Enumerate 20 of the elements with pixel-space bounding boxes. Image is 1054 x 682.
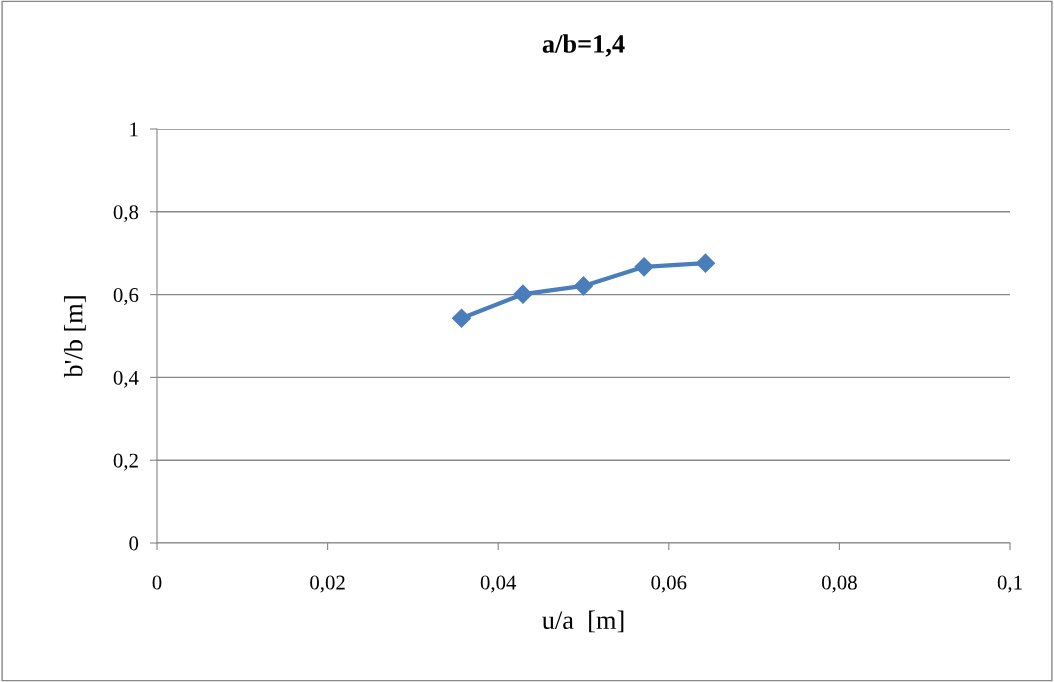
x-axis-title: u/a [m] [542,610,624,633]
y-axis-title: b'/b [m] [63,296,86,378]
x-tick-label: 0,08 [821,575,857,593]
y-tick-label: 0,2 [113,453,138,471]
point [573,276,594,296]
y-tick-label: 0 [129,536,139,551]
chart-title: a/b=1,4 [542,34,625,57]
x-tick-label: 0,06 [651,575,687,593]
point [695,253,716,273]
y-tick-label: 0,8 [113,205,139,223]
y-tick-label: 0,4 [113,370,139,388]
y-tick-label: 1 [130,122,138,137]
point [451,308,472,328]
x-tick-label: 0 [152,575,162,590]
y-tick-label: 0,6 [113,287,139,306]
x-tick-label: 0,02 [310,575,345,593]
point [513,284,533,304]
x-tick-label: 0,04 [480,575,517,593]
x-tick-label: 0,1 [997,575,1022,593]
point [634,257,654,277]
